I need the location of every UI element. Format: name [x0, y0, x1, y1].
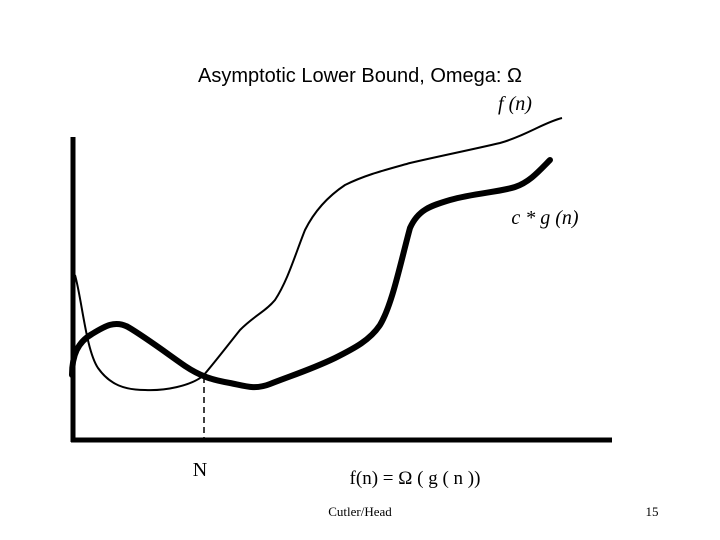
g-label: c * g (n)	[511, 207, 579, 229]
f-curve	[74, 117, 563, 392]
footer-author: Cutler/Head	[328, 504, 392, 519]
f-label: f (n)	[498, 93, 532, 115]
page-number: 15	[646, 504, 659, 519]
slide-title: Asymptotic Lower Bound, Omega: Ω	[198, 65, 522, 87]
threshold-label: N	[193, 459, 207, 481]
formula: f(n) = Ω ( g ( n ))	[350, 468, 481, 489]
g-curve	[69, 157, 553, 391]
